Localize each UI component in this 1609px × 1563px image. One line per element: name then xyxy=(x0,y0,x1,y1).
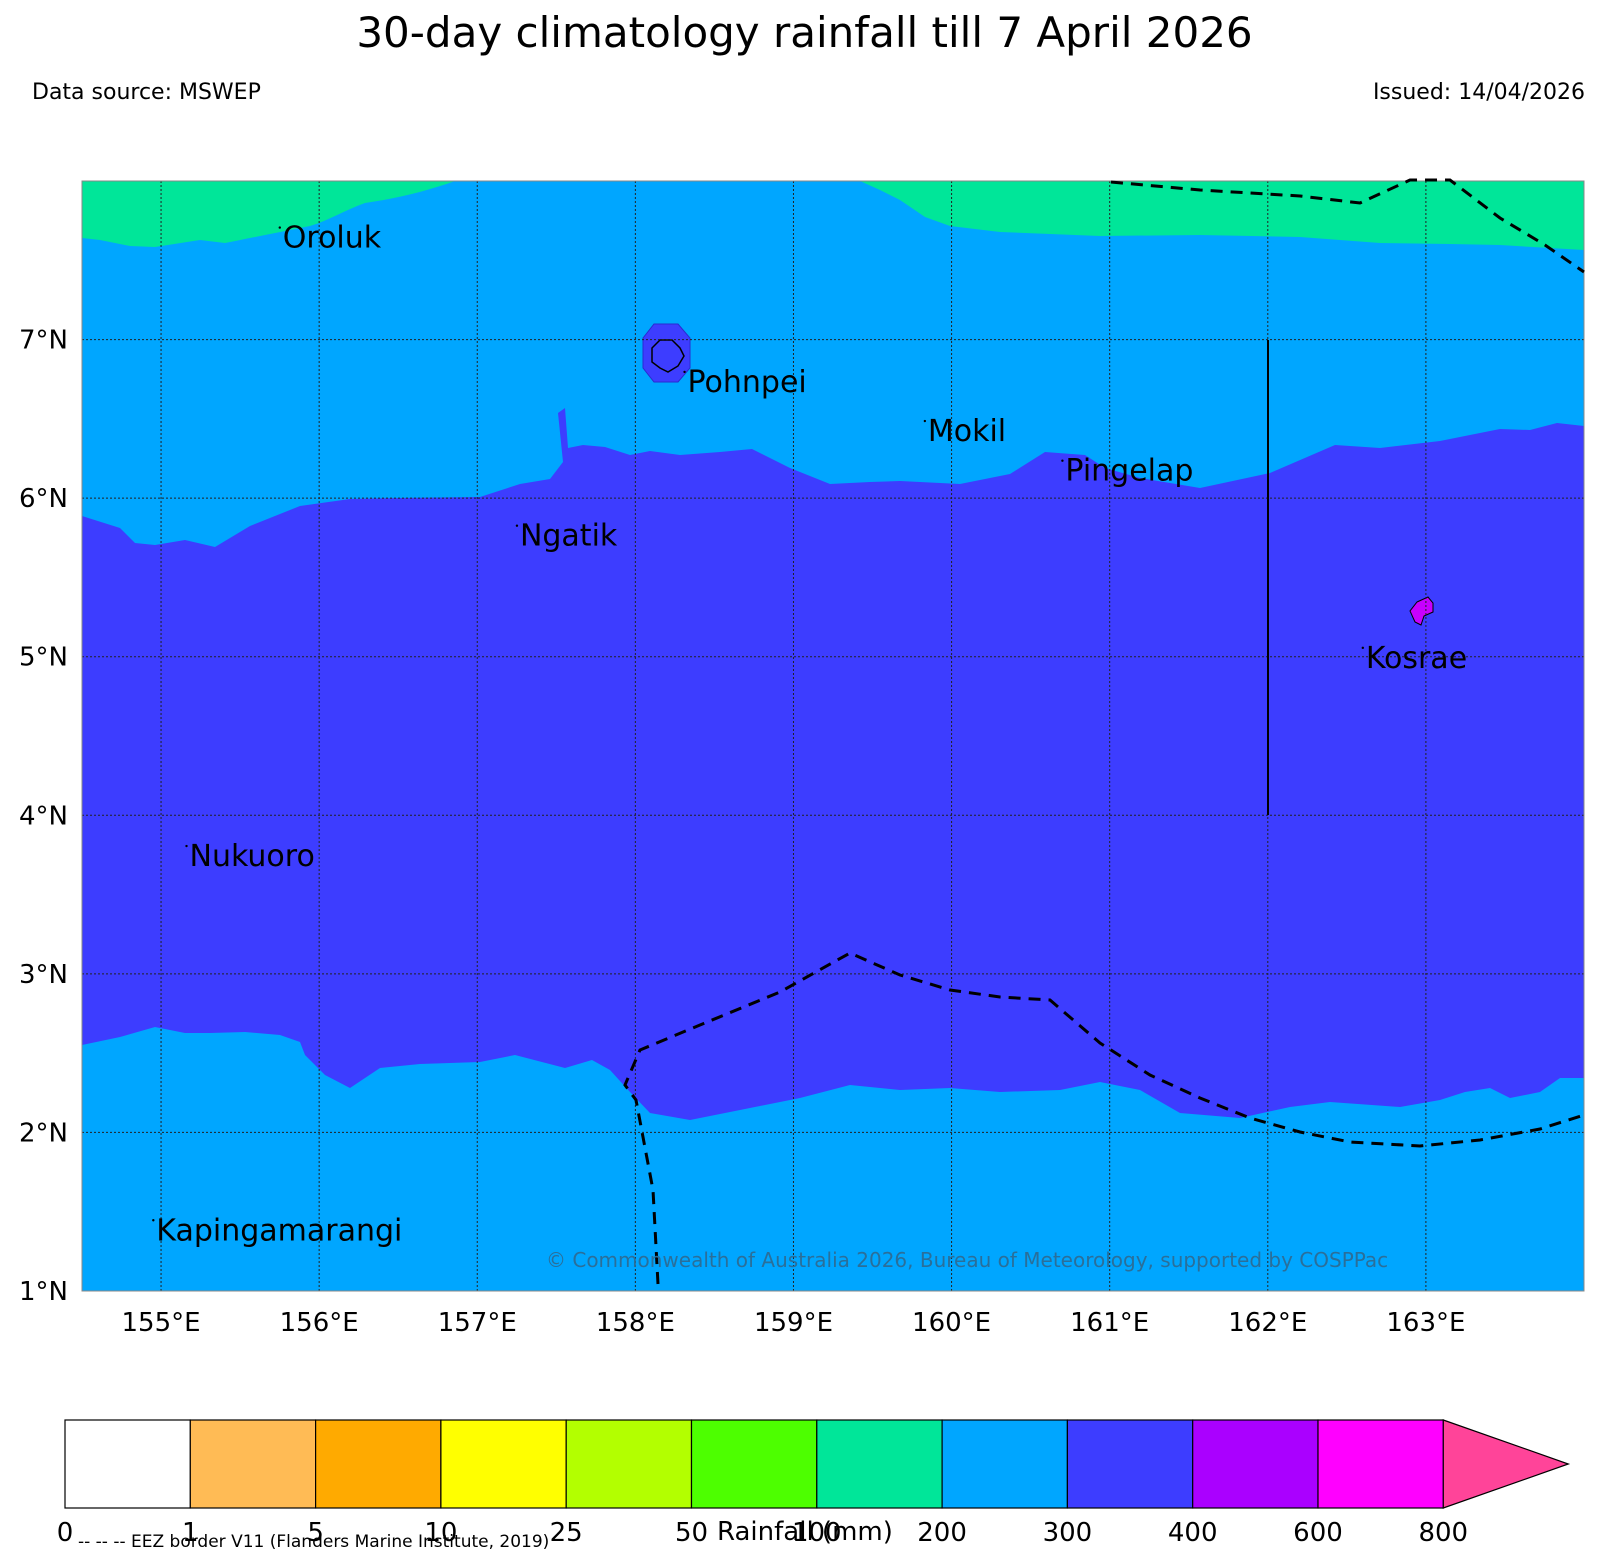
island-name: Ngatik xyxy=(520,519,618,554)
eez-border-south xyxy=(623,951,1585,1285)
colorbar-swatch xyxy=(1317,1419,1444,1509)
island-marker xyxy=(278,226,281,229)
colorbar-tick-label: 400 xyxy=(1168,1518,1218,1548)
latitude-label: 1°N xyxy=(19,1277,68,1307)
colorbar-extend-arrow xyxy=(1442,1419,1571,1509)
longitude-label: 161°E xyxy=(1070,1308,1149,1338)
island-marker xyxy=(683,370,686,374)
colorbar-swatch xyxy=(690,1419,818,1509)
longitude-label: 155°E xyxy=(122,1308,201,1338)
island-kosrae: Kosrae xyxy=(1361,641,1467,676)
latitude-label: 2°N xyxy=(19,1118,68,1148)
pohnpei-rain-cell xyxy=(642,323,691,383)
eez-border-north xyxy=(1110,178,1585,274)
colorbar-swatch xyxy=(565,1419,693,1509)
island-oroluk: Oroluk xyxy=(278,221,382,256)
island-nukuoro: Nukuoro xyxy=(185,839,315,874)
colorbar: 0 1 5 10 25 50 100 200 300 400 600 800 xyxy=(57,1419,1571,1548)
colorbar-tick-label: 0 xyxy=(57,1518,74,1548)
colorbar-tick-label: 600 xyxy=(1293,1518,1343,1548)
colorbar-tick-label: 300 xyxy=(1043,1518,1093,1548)
colorbar-swatch xyxy=(941,1419,1068,1509)
colorbar-swatch xyxy=(64,1419,191,1509)
eez-borders xyxy=(623,178,1585,1285)
colorbar-swatch xyxy=(1192,1419,1319,1509)
colorbar-swatch xyxy=(440,1419,567,1509)
island-name: Kapingamarangi xyxy=(156,1213,402,1248)
issued-date-label: Issued: 14/04/2026 xyxy=(1372,80,1585,105)
eez-legend-note: -- -- -- EEZ border V11 (Flanders Marine… xyxy=(78,1532,550,1552)
rain-zone-100-200 xyxy=(82,181,1584,250)
island-mokil: Mokil xyxy=(923,414,1006,449)
colorbar-tick-label: 200 xyxy=(917,1518,967,1548)
latitude-label: 5°N xyxy=(19,643,68,673)
island-marker xyxy=(152,1219,155,1222)
rain-zone-300-400 xyxy=(82,408,1584,1120)
island-kapingamarangi: Kapingamarangi xyxy=(152,1213,402,1248)
colorbar-tick-label: 50 xyxy=(675,1518,708,1548)
colorbar-tick-label: 25 xyxy=(550,1518,583,1548)
latitude-label: 3°N xyxy=(19,960,68,990)
longitude-labels: 155°E 156°E 157°E 158°E 159°E 160°E 161°E 162°E… xyxy=(122,1308,1466,1338)
island-pingelap: Pingelap xyxy=(1061,454,1193,489)
colorbar-tick-label: 800 xyxy=(1418,1518,1468,1548)
map-title: 30-day climatology rainfall till 7 April… xyxy=(356,8,1253,57)
longitude-label: 156°E xyxy=(280,1308,359,1338)
island-marker xyxy=(185,844,188,848)
island-name: Kosrae xyxy=(1366,641,1467,676)
longitude-label: 157°E xyxy=(438,1308,517,1338)
island-pohnpei: Pohnpei xyxy=(683,365,807,400)
colorbar-tick-label: 1 xyxy=(182,1518,199,1548)
colorbar-swatch xyxy=(315,1419,442,1509)
copyright-notice: © Commonwealth of Australia 2026, Bureau… xyxy=(546,1248,1388,1272)
colorbar-tick-label: 100 xyxy=(792,1518,842,1548)
longitude-label: 158°E xyxy=(596,1308,675,1338)
latitude-label: 6°N xyxy=(19,484,68,514)
latitude-label: 4°N xyxy=(19,801,68,831)
island-marker xyxy=(1061,459,1064,462)
map-frame xyxy=(81,180,1585,1292)
colorbar-tick-label: 5 xyxy=(307,1518,324,1548)
longitude-label: 162°E xyxy=(1228,1308,1307,1338)
kosrae-rain-cell xyxy=(1409,596,1434,626)
data-source-label: Data source: MSWEP xyxy=(32,80,261,105)
colorbar-swatch xyxy=(1066,1419,1194,1509)
island-marker xyxy=(515,524,519,527)
colorbar-swatch xyxy=(816,1419,943,1509)
island-name: Oroluk xyxy=(283,221,382,256)
island-name: Mokil xyxy=(928,414,1006,449)
colorbar-label: Rainfall (mm) xyxy=(717,1517,893,1547)
island-ngatik: Ngatik xyxy=(515,519,618,554)
island-marker xyxy=(1361,646,1365,650)
island-name: Pingelap xyxy=(1065,454,1193,489)
island-labels: Oroluk Pohnpei Mokil Pingelap Ngatik Kosrae Nu… xyxy=(152,221,1467,1248)
longitude-label: 163°E xyxy=(1386,1308,1465,1338)
latitude-labels: 7°N 6°N 5°N 4°N 3°N 2°N 1°N xyxy=(19,326,68,1307)
island-marker xyxy=(923,419,927,423)
island-name: Pohnpei xyxy=(688,365,807,400)
island-name: Nukuoro xyxy=(190,839,315,874)
colorbar-tick-label: 10 xyxy=(424,1518,457,1548)
longitude-label: 160°E xyxy=(912,1308,991,1338)
latitude-label: 7°N xyxy=(19,326,68,356)
longitude-label: 159°E xyxy=(754,1308,833,1338)
colorbar-swatch xyxy=(189,1419,317,1509)
